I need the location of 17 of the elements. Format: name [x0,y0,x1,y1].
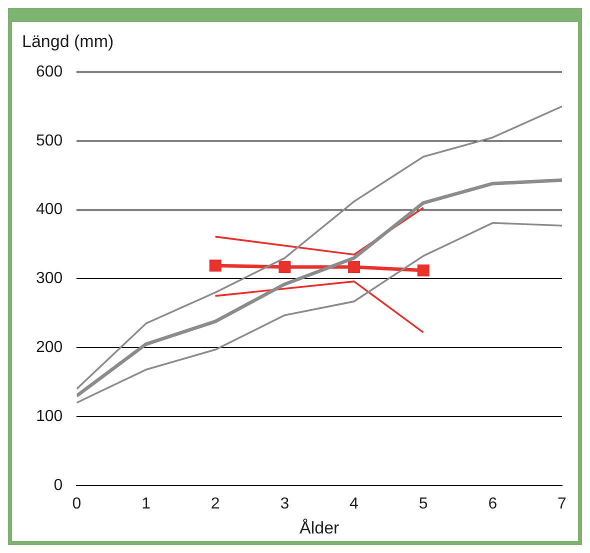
y-tick-label: 500 [36,132,63,150]
x-axis-title: Ålder [300,518,340,538]
x-tick-label: 2 [210,495,220,512]
y-tick-label: 600 [36,63,63,80]
y-tick-label: 400 [36,201,63,218]
x-tick-label: 6 [488,495,498,512]
y-tick-label: 100 [36,408,63,425]
x-tick-label: 0 [72,495,82,512]
y-tick-label: 200 [36,339,63,356]
x-tick-label: 4 [350,495,359,512]
x-tick-label: 3 [280,495,290,512]
y-tick-label: 300 [36,270,63,288]
x-tick-label: 7 [558,495,567,512]
y-axis-title: Längd (mm) [22,32,114,52]
x-tick-label: 5 [418,495,428,512]
x-tick-label: 1 [142,495,151,512]
y-tick-label: 0 [54,476,63,494]
